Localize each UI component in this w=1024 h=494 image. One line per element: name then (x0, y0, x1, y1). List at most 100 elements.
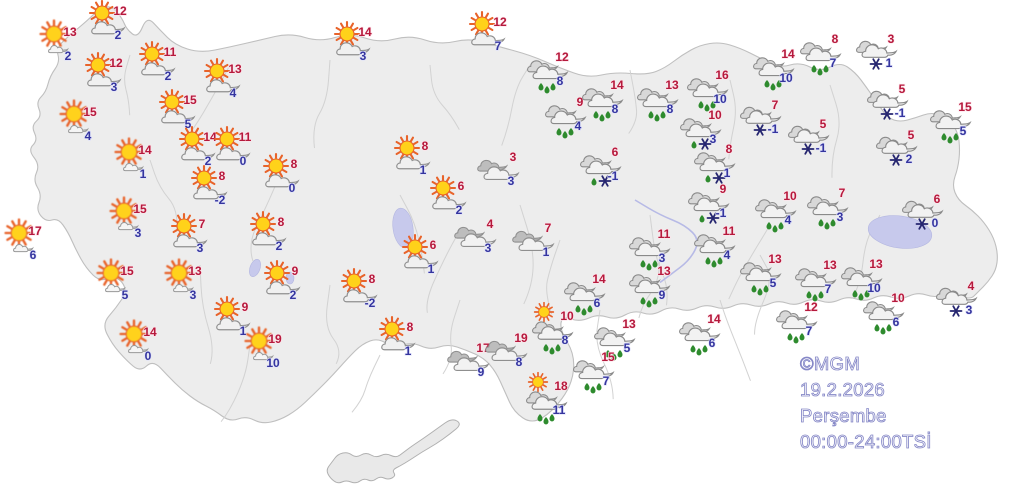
svg-text:16: 16 (715, 68, 729, 82)
svg-text:11: 11 (239, 130, 252, 144)
svg-text:2: 2 (115, 28, 122, 42)
svg-text:-2: -2 (365, 296, 376, 310)
svg-text:14: 14 (143, 325, 157, 339)
svg-text:13: 13 (188, 264, 202, 278)
svg-text:3: 3 (360, 49, 367, 63)
svg-text:1: 1 (420, 163, 427, 177)
svg-text:10: 10 (708, 108, 722, 122)
svg-text:13: 13 (869, 257, 883, 271)
svg-text:2: 2 (276, 239, 283, 253)
svg-text:14: 14 (138, 143, 152, 157)
svg-text:10: 10 (783, 189, 797, 203)
svg-text:1: 1 (724, 166, 731, 180)
svg-text:6: 6 (430, 238, 437, 252)
svg-text:2: 2 (290, 288, 297, 302)
svg-text:5: 5 (820, 117, 827, 131)
svg-text:0: 0 (289, 181, 296, 195)
svg-text:1: 1 (543, 245, 550, 259)
svg-text:8: 8 (219, 169, 226, 183)
svg-text:-1: -1 (895, 106, 906, 120)
svg-text:15: 15 (120, 264, 134, 278)
svg-text:-1: -1 (608, 169, 619, 183)
svg-text:11: 11 (658, 227, 671, 241)
svg-text:5: 5 (908, 128, 915, 142)
svg-text:14: 14 (592, 272, 606, 286)
svg-text:19: 19 (514, 331, 528, 345)
svg-text:12: 12 (113, 4, 127, 18)
svg-text:13: 13 (768, 252, 782, 266)
svg-text:2: 2 (65, 49, 72, 63)
svg-text:1: 1 (140, 167, 147, 181)
svg-text:2: 2 (165, 69, 172, 83)
svg-text:9: 9 (242, 300, 249, 314)
svg-text:9: 9 (720, 182, 727, 196)
svg-text:-2: -2 (215, 193, 226, 207)
svg-text:8: 8 (278, 215, 285, 229)
svg-text:4: 4 (968, 279, 975, 293)
svg-text:8: 8 (667, 102, 674, 116)
svg-text:8: 8 (612, 102, 619, 116)
svg-text:14: 14 (203, 130, 217, 144)
svg-text:7: 7 (830, 56, 837, 70)
svg-text:4: 4 (785, 213, 792, 227)
svg-text:0: 0 (240, 154, 247, 168)
svg-text:10: 10 (779, 71, 793, 85)
svg-text:5: 5 (624, 341, 631, 355)
svg-text:3: 3 (710, 132, 717, 146)
svg-text:7: 7 (495, 39, 502, 53)
svg-text:15: 15 (133, 202, 147, 216)
svg-text:9: 9 (478, 365, 485, 379)
svg-text:11: 11 (553, 403, 566, 417)
svg-text:13: 13 (657, 264, 671, 278)
svg-text:-1: -1 (768, 122, 779, 136)
svg-text:13: 13 (665, 78, 679, 92)
svg-text:15: 15 (958, 100, 972, 114)
svg-text:3: 3 (508, 174, 515, 188)
svg-text:0: 0 (932, 216, 939, 230)
svg-text:6: 6 (458, 179, 465, 193)
svg-text:19: 19 (268, 332, 282, 346)
svg-text:2: 2 (906, 152, 913, 166)
svg-text:-1: -1 (816, 141, 827, 155)
svg-text:5: 5 (899, 82, 906, 96)
svg-text:8: 8 (369, 272, 376, 286)
svg-text:12: 12 (109, 56, 123, 70)
svg-text:7: 7 (772, 98, 779, 112)
svg-text:2: 2 (456, 203, 463, 217)
svg-text:14: 14 (358, 25, 372, 39)
svg-text:5: 5 (770, 276, 777, 290)
svg-text:8: 8 (832, 32, 839, 46)
svg-text:18: 18 (554, 379, 568, 393)
svg-text:9: 9 (292, 264, 299, 278)
svg-text:3: 3 (966, 303, 973, 317)
svg-text:2: 2 (205, 154, 212, 168)
svg-text:3: 3 (485, 241, 492, 255)
svg-text:6: 6 (709, 336, 716, 350)
svg-text:0: 0 (145, 349, 152, 363)
svg-text:10: 10 (266, 356, 280, 370)
svg-text:10: 10 (560, 309, 574, 323)
svg-text:4: 4 (575, 119, 582, 133)
svg-text:14: 14 (707, 312, 721, 326)
svg-text:7: 7 (839, 186, 846, 200)
svg-text:17: 17 (28, 224, 42, 238)
svg-text:13: 13 (63, 25, 77, 39)
svg-text:8: 8 (422, 139, 429, 153)
svg-text:1: 1 (886, 56, 893, 70)
svg-text:8: 8 (562, 333, 569, 347)
svg-text:4: 4 (230, 86, 237, 100)
svg-text:5: 5 (122, 288, 129, 302)
svg-text:4: 4 (724, 248, 731, 262)
svg-text:3: 3 (659, 251, 666, 265)
svg-text:7: 7 (825, 282, 832, 296)
svg-text:11: 11 (164, 45, 177, 59)
svg-text:7: 7 (199, 217, 206, 231)
svg-text:14: 14 (610, 78, 624, 92)
svg-text:13: 13 (622, 317, 636, 331)
svg-text:3: 3 (510, 150, 517, 164)
svg-text:-1: -1 (716, 206, 727, 220)
svg-text:8: 8 (407, 320, 414, 334)
svg-text:9: 9 (659, 288, 666, 302)
svg-text:10: 10 (867, 281, 881, 295)
svg-text:4: 4 (85, 129, 92, 143)
